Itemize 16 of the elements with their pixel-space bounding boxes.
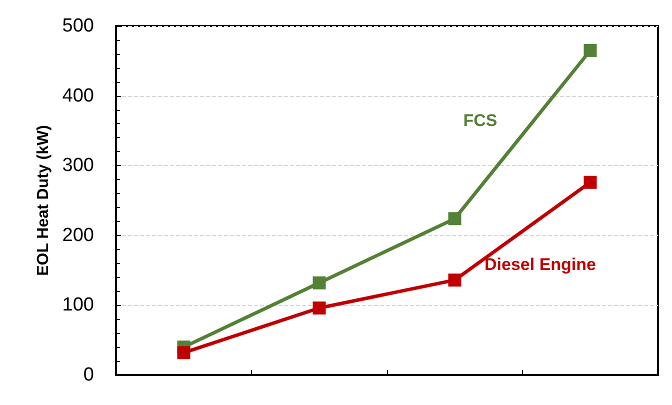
point [584, 44, 597, 57]
series-label: FCS [463, 110, 498, 130]
point [448, 274, 462, 287]
point [448, 212, 462, 226]
y-tick-label: 300 [62, 155, 94, 176]
y-tick-label: 200 [62, 224, 94, 246]
point [312, 301, 326, 314]
point [177, 346, 190, 360]
y-tick-label: 500 [62, 16, 94, 36]
y-tick-label: 100 [62, 294, 94, 316]
y-tick-label: 0 [83, 364, 94, 386]
point [312, 276, 326, 290]
point [584, 176, 597, 189]
series-label: Diesel Engine [484, 254, 596, 274]
y-tick-label: 400 [62, 85, 94, 106]
y-axis-title: EOL Heat Duty (kW) [34, 125, 52, 276]
